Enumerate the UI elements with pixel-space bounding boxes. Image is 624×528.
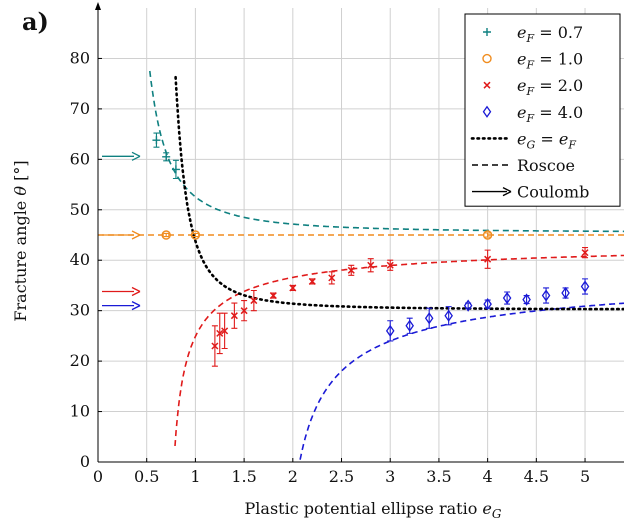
x-tick-label: 5 xyxy=(580,467,590,486)
legend-label: eF = 1.0 xyxy=(517,50,583,72)
coulomb-arrows xyxy=(102,151,141,311)
x-tick-label: 3 xyxy=(385,467,395,486)
equal-ratio-curve xyxy=(174,75,624,311)
panel-label: a) xyxy=(22,7,49,36)
plus-marker xyxy=(483,28,491,36)
y-tick-label: 50 xyxy=(70,200,90,219)
data-points xyxy=(152,132,590,367)
coulomb-arrowhead xyxy=(131,151,141,161)
x-tick-label: 2 xyxy=(288,467,298,486)
axes: 0 0.5 1 1.5 2 2.5 3 3.5 4 4.5 501020304050607080Pl… xyxy=(11,2,624,521)
circle-marker xyxy=(161,230,171,240)
x-marker xyxy=(386,261,394,269)
x-tick-label: 3.5 xyxy=(426,467,451,486)
circle-marker xyxy=(190,230,201,240)
diamond-marker xyxy=(561,286,570,300)
x-tick-label: 0 xyxy=(93,467,103,486)
coulomb-arrowhead xyxy=(131,230,141,240)
circle-marker xyxy=(482,230,493,240)
curves xyxy=(98,70,624,460)
x-tick-label: 4.5 xyxy=(524,467,549,486)
error-bar xyxy=(426,307,433,329)
error-bar xyxy=(192,232,199,238)
x-marker xyxy=(289,284,297,292)
diamond-marker xyxy=(541,289,551,302)
diamond-marker xyxy=(580,280,590,293)
legend-arrowhead xyxy=(502,186,512,197)
x-marker xyxy=(367,261,375,269)
x-marker xyxy=(211,342,219,350)
error-bar xyxy=(484,232,491,238)
plus-marker xyxy=(171,165,180,174)
diamond-marker xyxy=(463,299,473,312)
y-tick-label: 40 xyxy=(70,250,90,269)
x-tick-label: 0.5 xyxy=(134,467,159,486)
diamond-marker xyxy=(483,297,492,311)
diamond-marker xyxy=(522,293,531,306)
x-tick-label: 4 xyxy=(483,467,493,486)
grid xyxy=(98,8,624,462)
error-bar xyxy=(387,320,394,342)
diamond-marker xyxy=(405,319,414,332)
y-tick-label: 70 xyxy=(70,99,90,118)
diamond-marker xyxy=(424,312,434,325)
x-axis-label: Plastic potential ellipse ratio eG xyxy=(245,499,502,521)
roscoe-curve xyxy=(149,70,624,233)
x-marker xyxy=(483,81,491,89)
y-tick-label: 80 xyxy=(70,48,90,67)
legend: eF = 0.7 eF = 1.0 eF = 2.0 eF = 4.0 eG = eF R… xyxy=(464,13,621,207)
roscoe-curve xyxy=(299,302,624,460)
x-marker xyxy=(347,266,355,274)
legend-label: Roscoe xyxy=(517,156,575,175)
x-marker xyxy=(250,297,258,305)
y-tick-label: 20 xyxy=(70,351,90,370)
error-bar xyxy=(562,287,569,299)
diamond-marker xyxy=(444,309,453,322)
x-marker xyxy=(308,277,316,285)
y-tick-label: 30 xyxy=(70,301,90,320)
plus-marker xyxy=(152,136,161,145)
y-tick-label: 0 xyxy=(80,452,90,471)
x-marker xyxy=(269,292,277,300)
y-axis-label: Fracture angle θ [°] xyxy=(11,160,30,321)
y-tick-label: 60 xyxy=(70,149,90,168)
legend-label: eG = eF xyxy=(517,129,576,151)
x-tick-label: 1.5 xyxy=(231,467,256,486)
circle-marker xyxy=(482,53,492,64)
x-marker xyxy=(221,327,229,335)
x-marker xyxy=(230,312,238,320)
x-marker xyxy=(484,255,492,263)
x-tick-label: 1 xyxy=(190,467,200,486)
legend-box xyxy=(464,13,621,207)
legend-label: eF = 2.0 xyxy=(517,76,583,98)
y-tick-label: 10 xyxy=(70,402,90,421)
x-tick-label: 2.5 xyxy=(329,467,354,486)
y-axis-arrowhead xyxy=(95,2,101,10)
legend-label: eF = 4.0 xyxy=(517,103,583,125)
error-bar xyxy=(163,232,170,238)
x-marker xyxy=(240,307,248,315)
x-marker xyxy=(216,329,224,337)
x-marker xyxy=(328,274,336,282)
plus-marker xyxy=(162,152,171,161)
coulomb-arrowhead xyxy=(131,301,141,311)
diamond-marker xyxy=(502,291,512,305)
diamond-marker xyxy=(482,105,492,118)
x-marker xyxy=(581,249,589,257)
coulomb-arrowhead xyxy=(131,286,141,297)
diamond-marker xyxy=(385,324,395,337)
roscoe-curve xyxy=(174,254,624,447)
legend-label: Coulomb xyxy=(517,183,589,202)
legend-label: eF = 0.7 xyxy=(517,23,583,45)
